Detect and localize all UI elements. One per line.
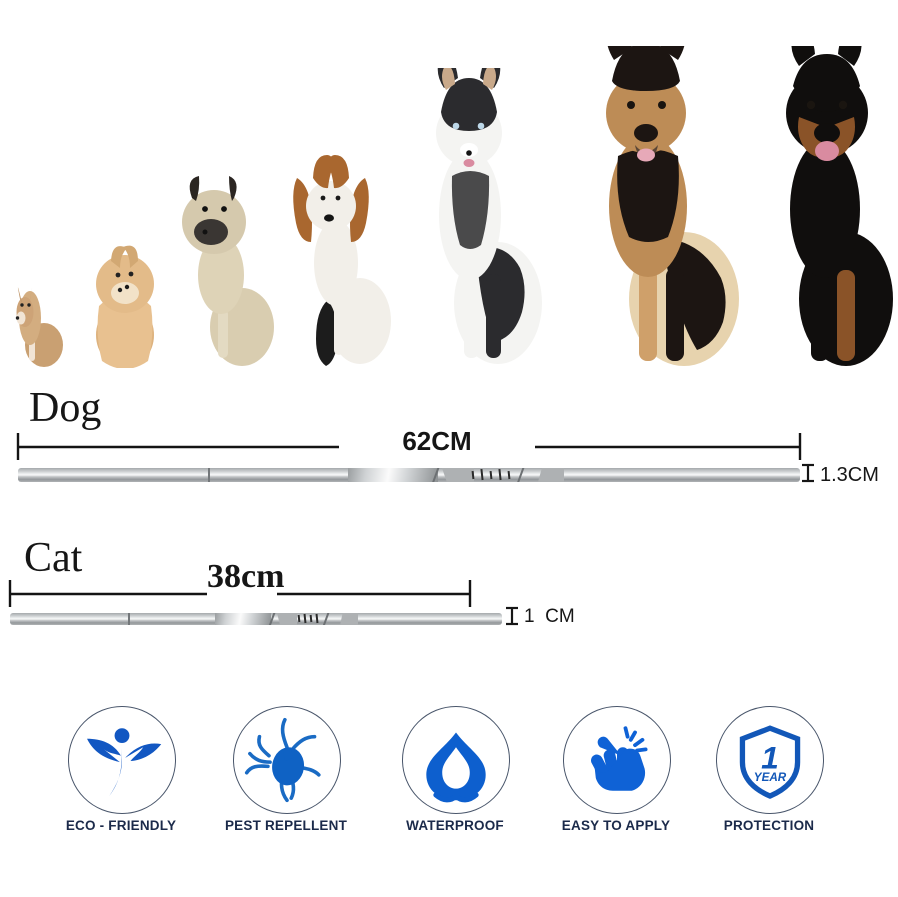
svg-text:1: 1 [761, 739, 779, 775]
svg-text:YEAR: YEAR [754, 771, 787, 784]
